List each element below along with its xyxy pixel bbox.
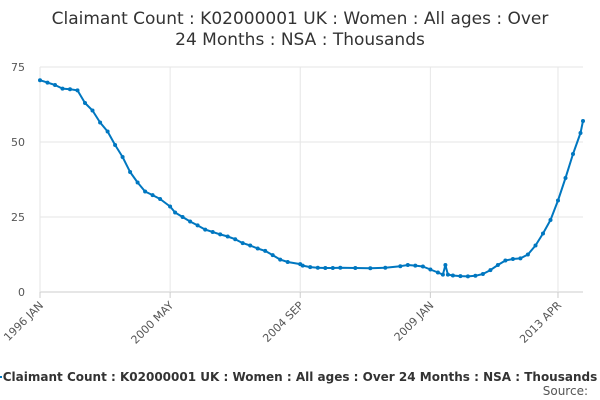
data-point-60[interactable]: [503, 258, 508, 263]
data-point-7[interactable]: [90, 108, 95, 113]
data-point-35[interactable]: [300, 263, 305, 268]
data-point-22[interactable]: [203, 227, 208, 232]
data-point-71[interactable]: [581, 119, 585, 123]
data-point-9[interactable]: [105, 129, 110, 134]
source-credit[interactable]: Source:: [543, 384, 588, 398]
data-point-54[interactable]: [458, 274, 463, 279]
gridlines: [39, 66, 583, 293]
data-point-65[interactable]: [541, 231, 545, 236]
data-point-1[interactable]: [45, 80, 50, 85]
data-point-49[interactable]: [435, 270, 440, 275]
data-point-33[interactable]: [285, 260, 290, 264]
y-tick-label-0: 0: [18, 286, 25, 299]
data-point-14[interactable]: [143, 189, 148, 194]
chart-title-line-2: 24 Months : NSA : Thousands: [175, 30, 425, 50]
data-point-53[interactable]: [450, 273, 455, 278]
data-point-68[interactable]: [563, 176, 568, 180]
x-tick-label-1: 2000 MAY: [129, 299, 177, 347]
series-line: [39, 79, 584, 278]
data-point-18[interactable]: [173, 210, 178, 215]
data-point-64[interactable]: [533, 243, 538, 248]
data-point-3[interactable]: [60, 86, 65, 91]
data-point-40[interactable]: [338, 265, 343, 270]
chart-title: Claimant Count : K02000001 UK : Women : …: [52, 9, 549, 50]
data-point-44[interactable]: [398, 264, 403, 269]
data-point-38[interactable]: [323, 266, 328, 270]
data-point-47[interactable]: [420, 264, 425, 269]
data-point-21[interactable]: [195, 223, 200, 228]
data-point-41[interactable]: [353, 266, 358, 270]
data-point-28[interactable]: [248, 243, 253, 248]
legend[interactable]: Claimant Count : K02000001 UK : Women : …: [0, 370, 597, 384]
data-point-20[interactable]: [188, 219, 193, 224]
data-point-59[interactable]: [495, 263, 500, 267]
data-point-55[interactable]: [465, 274, 470, 279]
data-point-30[interactable]: [263, 248, 268, 253]
series-layer: [38, 78, 585, 279]
data-point-29[interactable]: [255, 246, 260, 251]
x-tick-label-0: 1996 JAN: [1, 299, 46, 344]
data-point-12[interactable]: [128, 170, 133, 174]
chart-title-line-1: Claimant Count : K02000001 UK : Women : …: [52, 9, 549, 29]
data-point-50[interactable]: [440, 272, 445, 277]
data-point-52[interactable]: [445, 272, 450, 277]
y-tick-label-75: 75: [11, 61, 25, 74]
data-point-70[interactable]: [578, 131, 583, 135]
data-point-2[interactable]: [53, 83, 57, 87]
data-point-46[interactable]: [413, 263, 418, 268]
data-point-56[interactable]: [473, 273, 478, 278]
data-point-62[interactable]: [518, 256, 523, 261]
data-point-39[interactable]: [330, 266, 335, 270]
data-point-10[interactable]: [113, 143, 118, 147]
data-point-15[interactable]: [150, 193, 155, 198]
data-point-63[interactable]: [525, 252, 530, 257]
data-point-36[interactable]: [308, 265, 313, 270]
x-axis: 1996 JAN 2000 MAY 2004 SEP 2009 JAN 2013 APR: [1, 292, 564, 347]
data-point-13[interactable]: [135, 180, 140, 185]
x-tick-label-2: 2004 SEP: [260, 299, 306, 345]
data-point-57[interactable]: [480, 272, 485, 276]
data-point-24[interactable]: [218, 232, 223, 237]
data-point-11[interactable]: [120, 155, 125, 159]
data-point-6[interactable]: [83, 101, 87, 105]
y-axis: 0 25 50 75: [11, 61, 25, 299]
data-point-17[interactable]: [168, 204, 173, 209]
data-point-27[interactable]: [240, 241, 245, 246]
data-point-23[interactable]: [210, 230, 215, 234]
data-point-42[interactable]: [368, 266, 373, 271]
y-tick-label-50: 50: [11, 136, 25, 149]
data-point-4[interactable]: [68, 87, 72, 92]
data-point-26[interactable]: [233, 237, 238, 242]
series-markers: [38, 78, 585, 279]
data-point-31[interactable]: [270, 253, 275, 258]
data-point-0[interactable]: [38, 78, 42, 83]
data-point-67[interactable]: [556, 198, 560, 203]
data-point-48[interactable]: [428, 267, 433, 272]
x-tick-label-4: 2013 APR: [517, 299, 564, 346]
data-point-16[interactable]: [158, 197, 163, 201]
data-point-19[interactable]: [180, 215, 185, 219]
data-point-25[interactable]: [225, 234, 230, 239]
x-tick-label-3: 2009 JAN: [392, 299, 437, 344]
data-point-5[interactable]: [75, 88, 80, 93]
data-point-61[interactable]: [510, 257, 515, 261]
data-point-66[interactable]: [548, 218, 553, 222]
data-point-43[interactable]: [383, 265, 388, 270]
data-point-58[interactable]: [488, 268, 493, 273]
data-point-32[interactable]: [278, 257, 283, 262]
data-point-69[interactable]: [571, 152, 575, 156]
legend-label: Claimant Count : K02000001 UK : Women : …: [3, 370, 598, 384]
data-point-45[interactable]: [405, 263, 410, 267]
data-point-8[interactable]: [98, 120, 103, 125]
data-point-37[interactable]: [315, 265, 320, 270]
data-point-51[interactable]: [443, 263, 448, 267]
y-tick-label-25: 25: [11, 211, 25, 224]
